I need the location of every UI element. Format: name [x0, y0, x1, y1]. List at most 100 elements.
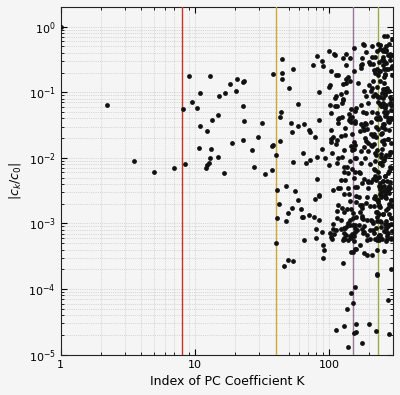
Point — [249, 147, 255, 154]
Point — [386, 53, 393, 59]
Point — [358, 65, 364, 71]
Point — [341, 230, 348, 236]
Point — [379, 236, 386, 242]
Point — [381, 32, 387, 39]
Point — [348, 249, 354, 256]
Point — [344, 206, 350, 212]
Point — [380, 62, 386, 68]
Point — [358, 160, 364, 166]
Point — [381, 88, 388, 94]
Point — [376, 204, 383, 210]
Point — [347, 158, 353, 164]
Point — [385, 170, 391, 176]
Point — [221, 170, 228, 176]
Point — [363, 121, 369, 127]
Point — [340, 96, 346, 102]
Point — [189, 99, 195, 105]
Point — [368, 42, 375, 49]
Point — [379, 130, 386, 136]
Point — [290, 66, 296, 72]
Point — [382, 71, 388, 77]
Point — [186, 72, 192, 79]
Point — [368, 179, 375, 186]
Point — [374, 209, 380, 216]
Point — [379, 56, 386, 63]
Point — [350, 174, 357, 181]
Point — [374, 175, 380, 181]
Point — [352, 228, 359, 235]
Point — [383, 47, 389, 54]
Point — [341, 209, 348, 216]
Point — [340, 97, 346, 103]
Point — [353, 214, 359, 220]
Point — [278, 76, 285, 83]
Point — [369, 252, 375, 258]
Point — [353, 155, 360, 162]
Point — [382, 113, 389, 120]
Point — [379, 124, 385, 130]
Point — [379, 56, 386, 63]
Point — [270, 142, 276, 148]
Point — [380, 54, 386, 60]
Point — [378, 90, 385, 96]
Point — [356, 241, 363, 248]
Point — [222, 90, 228, 96]
Point — [348, 119, 354, 125]
Point — [332, 72, 339, 78]
Point — [294, 197, 301, 203]
Point — [356, 202, 363, 209]
Point — [262, 171, 268, 177]
Point — [341, 147, 348, 153]
Point — [386, 115, 393, 121]
Point — [300, 120, 307, 127]
Point — [350, 222, 356, 228]
Point — [350, 210, 356, 216]
Point — [378, 154, 384, 160]
Point — [285, 210, 291, 216]
Point — [206, 155, 213, 161]
Point — [351, 238, 358, 245]
Point — [314, 53, 320, 59]
Point — [371, 195, 378, 201]
Point — [376, 218, 383, 224]
Point — [358, 62, 365, 68]
Point — [369, 218, 375, 224]
Point — [388, 197, 394, 203]
Point — [376, 59, 382, 65]
Point — [289, 129, 296, 135]
Point — [381, 188, 387, 195]
Point — [379, 146, 386, 152]
Point — [314, 176, 320, 182]
Point — [382, 126, 389, 133]
Point — [380, 100, 386, 106]
Point — [274, 186, 280, 193]
Point — [386, 94, 393, 100]
Point — [386, 183, 392, 189]
Point — [338, 133, 344, 139]
Point — [358, 148, 365, 154]
Point — [196, 145, 202, 151]
Point — [378, 103, 384, 109]
Point — [331, 51, 338, 57]
Point — [367, 61, 373, 67]
Point — [344, 223, 351, 229]
Point — [352, 120, 358, 127]
Point — [383, 238, 389, 244]
Point — [326, 102, 333, 108]
Point — [382, 192, 388, 198]
Point — [347, 78, 354, 85]
Point — [171, 165, 177, 171]
Point — [339, 154, 345, 160]
Point — [306, 129, 313, 135]
Point — [383, 236, 390, 243]
Point — [333, 92, 339, 99]
Point — [386, 41, 393, 47]
Point — [359, 215, 365, 222]
Point — [374, 92, 380, 99]
Point — [359, 201, 365, 208]
Point — [379, 94, 386, 101]
Point — [382, 154, 388, 160]
Point — [343, 164, 350, 170]
Point — [388, 102, 394, 108]
Point — [348, 143, 354, 150]
